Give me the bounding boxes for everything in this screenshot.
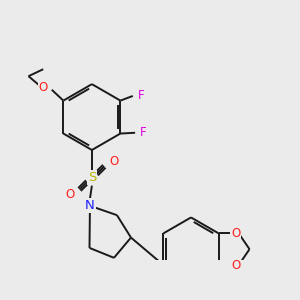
Text: O: O [231, 259, 240, 272]
Text: F: F [138, 89, 145, 103]
Text: O: O [39, 81, 48, 94]
Text: O: O [109, 155, 118, 168]
Text: O: O [231, 227, 240, 240]
Text: S: S [88, 171, 96, 184]
Text: N: N [85, 199, 95, 212]
Text: O: O [66, 188, 75, 201]
Text: F: F [140, 126, 147, 139]
